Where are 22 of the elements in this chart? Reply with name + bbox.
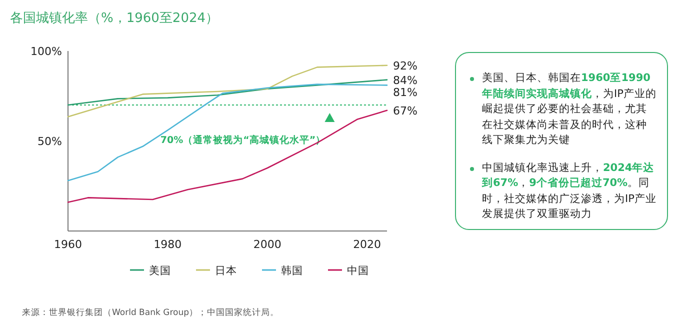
line-series [67,110,388,203]
y-tick-label: 50% [38,135,62,148]
legend-label: 韩国 [281,264,303,277]
chart-title: 各国城镇化率（%，1960至2024） [10,10,219,26]
data-label: 67% [393,104,418,118]
text: 中国城镇化率迅速上升，2024年达到67%，9个省份已超过70%。同时，社交媒体的广泛渗透，为IP产业发展提供了双重驱动力 [482,162,656,220]
text: 美国、日本、韩国在1960至1990年陆续间实现高城镇化，为IP产业的崛起提供了必要的社会基础，尤其在社交媒体尚未普及的时代，这种线下聚集尤为关键 [482,72,656,146]
y-tick-label: 100% [30,45,62,58]
x-tick-label: 1980 [154,238,182,251]
x-tick-label: 2000 [253,238,282,251]
data-label: 92% [393,59,418,72]
legend-label: 美国 [149,264,171,277]
source-note: 来源：世界银行集团（World Bank Group）；中国国家统计局。 [22,307,279,318]
data-label: 81% [393,86,418,99]
line-series [67,79,388,106]
data-label: 84% [393,74,418,87]
legend-label: 中国 [347,264,369,277]
legend-label: 日本 [215,264,237,277]
line-series [67,84,388,182]
x-tick-label: 1960 [54,238,82,251]
x-tick-label: 2020 [353,238,382,251]
line-series [67,64,388,118]
